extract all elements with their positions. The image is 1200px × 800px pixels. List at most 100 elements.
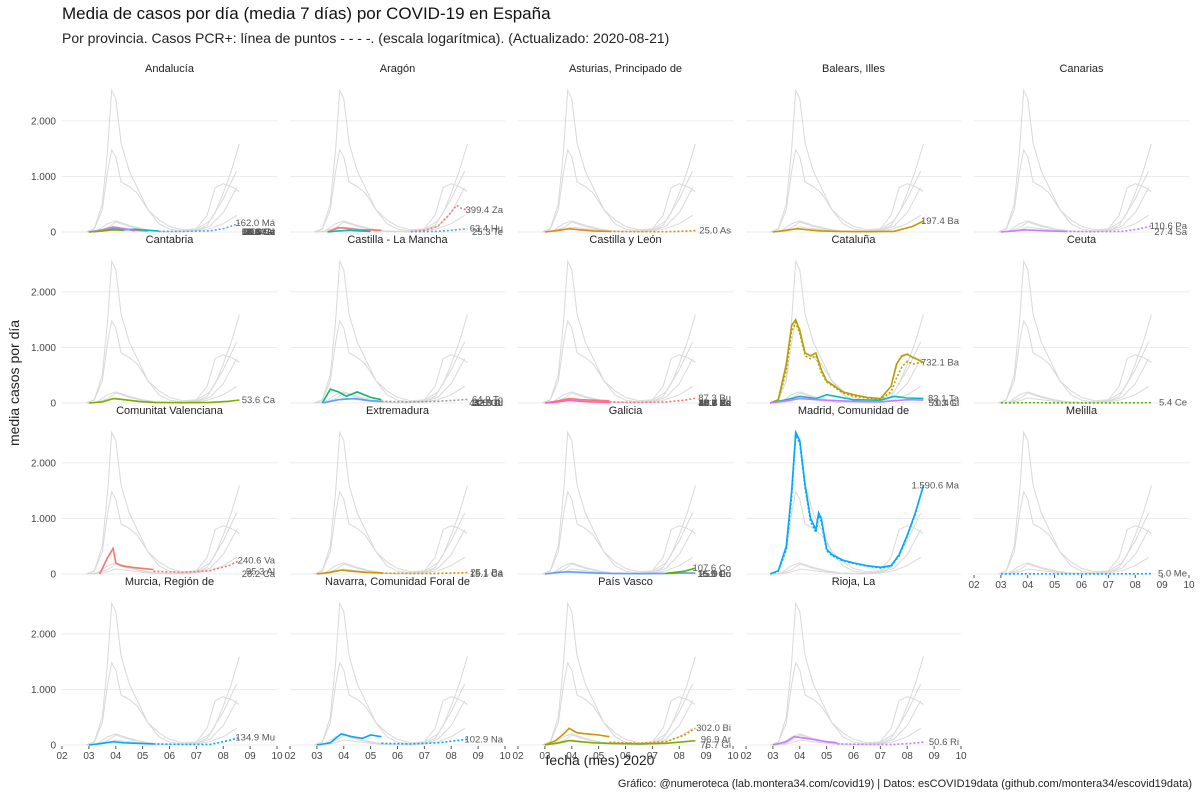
series-line [544, 397, 610, 404]
end-label: 42.9 Al [474, 398, 503, 409]
end-label: 76.7 Gi [700, 740, 731, 751]
background-series-line [314, 727, 465, 746]
series-line [544, 227, 610, 233]
pcr-series-line [609, 229, 696, 233]
end-label: 25.0 As [699, 226, 731, 237]
background-series-line [770, 661, 924, 746]
x-tick-label: 08 [218, 751, 230, 762]
panel-melilla: Melilla 5.0 Me 02 03 04 05 06 07 08 09 10 [968, 405, 1195, 591]
x-tick-label: 02 [968, 580, 980, 591]
x-tick-label: 04 [338, 751, 350, 762]
series-line [327, 226, 382, 233]
pcr-series-line [153, 736, 240, 746]
end-label: 102.9 Na [464, 734, 503, 745]
x-tick-label: 06 [1076, 580, 1088, 591]
x-tick-label: 09 [701, 751, 713, 762]
end-label: 87.3 Bu [698, 393, 731, 404]
end-label: 17.3 Pa [698, 398, 731, 409]
panel-title: Balears, Illes [822, 63, 885, 75]
end-label: 25.3 Te [472, 227, 503, 238]
x-tick-label: 08 [1130, 580, 1142, 591]
panel-title: Cataluña [831, 234, 876, 246]
background-series-line [542, 341, 694, 404]
series-line [88, 740, 154, 746]
end-label: 16.9 Ou [697, 569, 731, 580]
chart-caption: Gráfico: @numeroteca (lab.montera34.com/… [617, 778, 1192, 790]
x-tick-label: 05 [821, 751, 833, 762]
end-label: 13.4 Le [699, 398, 731, 409]
panel-title: Galicia [609, 405, 644, 417]
panel-asturias-principado-de: Asturias, Principado de 25.0 As [518, 63, 733, 237]
panel-ceuta: Ceuta 5.4 Ce [974, 234, 1189, 409]
background-series-line [998, 148, 1152, 233]
panel-balears-illes: Balears, Illes 197.4 Ba [746, 63, 961, 233]
series-line [316, 569, 382, 575]
series-line [770, 397, 924, 404]
end-label: 11.5 Cu [470, 398, 503, 409]
panel-title: Cantabria [146, 234, 195, 246]
background-series-line [542, 512, 694, 575]
series-line [770, 393, 924, 404]
end-label: 5.4 Ce [1159, 398, 1187, 409]
end-label: 50.6 Ri [929, 737, 959, 748]
x-tick-label: 10 [499, 751, 511, 762]
series-line [1000, 228, 1066, 233]
y-tick-label: 0 [50, 570, 56, 581]
x-tick-label: 04 [794, 751, 806, 762]
background-series-line [86, 341, 238, 404]
pcr-series-line [609, 727, 696, 745]
x-tick-label: 09 [1157, 580, 1169, 591]
background-series-line [998, 512, 1150, 575]
panel-title: Navarra, Comunidad Foral de [325, 576, 470, 588]
series-line [769, 429, 925, 575]
panel-rioja-la: Rioja, La 50.6 Ri 02 03 04 05 06 07 08 09 10 [740, 576, 967, 762]
pcr-series-line [410, 227, 468, 233]
series-line [544, 727, 610, 746]
x-tick-label: 08 [446, 751, 458, 762]
series-line [321, 388, 382, 404]
x-tick-label: 07 [1103, 580, 1115, 591]
background-series-line [314, 341, 466, 404]
y-tick-label: 0 [50, 399, 56, 410]
end-label: 5.0 Me [1158, 569, 1187, 580]
background-series-line [314, 512, 466, 575]
pcr-series-line [609, 397, 696, 404]
x-tick-label: 04 [110, 751, 122, 762]
pcr-series-line [381, 738, 468, 745]
x-tick-label: 05 [593, 751, 605, 762]
end-label: 15.7 So [698, 398, 731, 409]
y-tick-label: 0 [50, 228, 56, 239]
x-tick-label: 07 [875, 751, 887, 762]
y-tick-label: 1.000 [31, 343, 56, 354]
end-label: 28.2 Ca [242, 569, 276, 580]
end-label: 44.9 Gr [243, 227, 275, 238]
pcr-series-line [1065, 225, 1152, 233]
panel-title: Comunitat Valenciana [116, 405, 224, 417]
y-tick-label: 1.000 [31, 514, 56, 525]
end-label: 732.1 Ba [921, 357, 960, 368]
x-tick-label: 07 [419, 751, 431, 762]
x-tick-label: 03 [767, 751, 779, 762]
end-label: 25.9 Lu [699, 569, 731, 580]
background-series-line [770, 556, 921, 575]
x-tick-label: 03 [311, 751, 323, 762]
x-tick-label: 02 [512, 751, 524, 762]
background-series-line [86, 319, 240, 404]
x-tick-label: 09 [929, 751, 941, 762]
end-label: 96.9 Ar [701, 735, 731, 746]
pcr-series-line [381, 398, 468, 403]
series-line [327, 229, 371, 233]
background-series-line [770, 683, 922, 746]
background-series-line [770, 512, 922, 575]
background-series-line [542, 661, 696, 746]
series-line [544, 739, 696, 746]
x-tick-label: 09 [245, 751, 257, 762]
end-label: 20.6 Ja [244, 227, 276, 238]
end-label: 64.9 To [472, 394, 503, 405]
background-series-line [542, 490, 696, 575]
end-label: 134.9 Mu [235, 733, 275, 744]
